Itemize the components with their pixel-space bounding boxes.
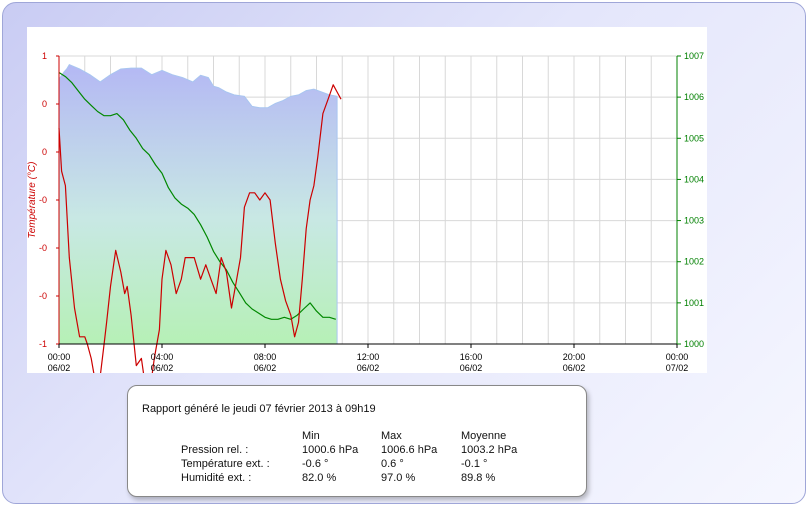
pressure-tick-label: 1006: [684, 92, 704, 102]
humidity-area: [58, 63, 338, 345]
row-label-humidity: Humidité ext. :: [181, 472, 252, 484]
column-header-min: Min: [302, 430, 320, 442]
column-header-average: Moyenne: [461, 430, 507, 442]
pressure-tick-label: 1000: [684, 339, 704, 349]
time-tick-label: 00:00: [666, 352, 689, 362]
temperature-tick-label: -0: [39, 195, 47, 205]
pressure-tick-label: 1004: [684, 174, 704, 184]
date-tick-label: 06/02: [563, 363, 586, 373]
pressure-average: 1003.2 hPa: [461, 444, 518, 456]
row-label-temperature: Température ext. :: [181, 458, 270, 470]
date-tick-label: 06/02: [48, 363, 71, 373]
temperature-tick-label: -1: [39, 339, 47, 349]
pressure-tick-label: 1003: [684, 216, 704, 226]
temperature-tick-label: -0: [39, 243, 47, 253]
report-title: Rapport généré le jeudi 07 février 2013 …: [142, 403, 376, 415]
temperature-max: 0.6 °: [381, 458, 404, 470]
time-tick-label: 20:00: [563, 352, 586, 362]
time-tick-label: 04:00: [151, 352, 174, 362]
time-tick-label: 12:00: [357, 352, 380, 362]
humidity-min: 82.0 %: [302, 472, 337, 484]
pressure-max: 1006.6 hPa: [381, 444, 438, 456]
temperature-tick-label: -0: [39, 291, 47, 301]
date-tick-label: 07/02: [666, 363, 689, 373]
report-summary-panel: Rapport généré le jeudi 07 février 2013 …: [127, 385, 587, 497]
temperature-tick-label: 1: [42, 51, 47, 61]
pressure-tick-label: 1002: [684, 257, 704, 267]
chart-canvas: 1 0 0 -0 -0 -0 -1 Température (°C) 1007 1006 1005 1…: [27, 51, 704, 373]
pressure-line: [58, 71, 336, 320]
date-tick-label: 06/02: [460, 363, 483, 373]
temperature-average: -0.1 °: [461, 458, 488, 470]
time-tick-label: 08:00: [254, 352, 277, 362]
temperature-axis-title: Température (°C): [27, 162, 38, 239]
temperature-line: [58, 84, 342, 373]
temperature-tick-label: 0: [42, 147, 47, 157]
humidity-average: 89.8 %: [461, 472, 496, 484]
pressure-tick-label: 1005: [684, 133, 704, 143]
pressure-min: 1000.6 hPa: [302, 444, 359, 456]
column-header-max: Max: [381, 430, 402, 442]
temperature-min: -0.6 °: [302, 458, 329, 470]
humidity-max: 97.0 %: [381, 472, 416, 484]
temperature-tick-label: 0: [42, 99, 47, 109]
pressure-tick-label: 1007: [684, 51, 704, 61]
date-tick-label: 06/02: [151, 363, 174, 373]
pressure-tick-label: 1001: [684, 298, 704, 308]
row-label-pressure: Pression rel. :: [181, 444, 249, 456]
weather-chart: 1 0 0 -0 -0 -0 -1 Température (°C) 1007 1006 1005 1…: [27, 27, 707, 373]
date-tick-label: 06/02: [357, 363, 380, 373]
time-tick-label: 16:00: [460, 352, 483, 362]
date-tick-label: 06/02: [254, 363, 277, 373]
time-tick-label: 00:00: [48, 352, 71, 362]
